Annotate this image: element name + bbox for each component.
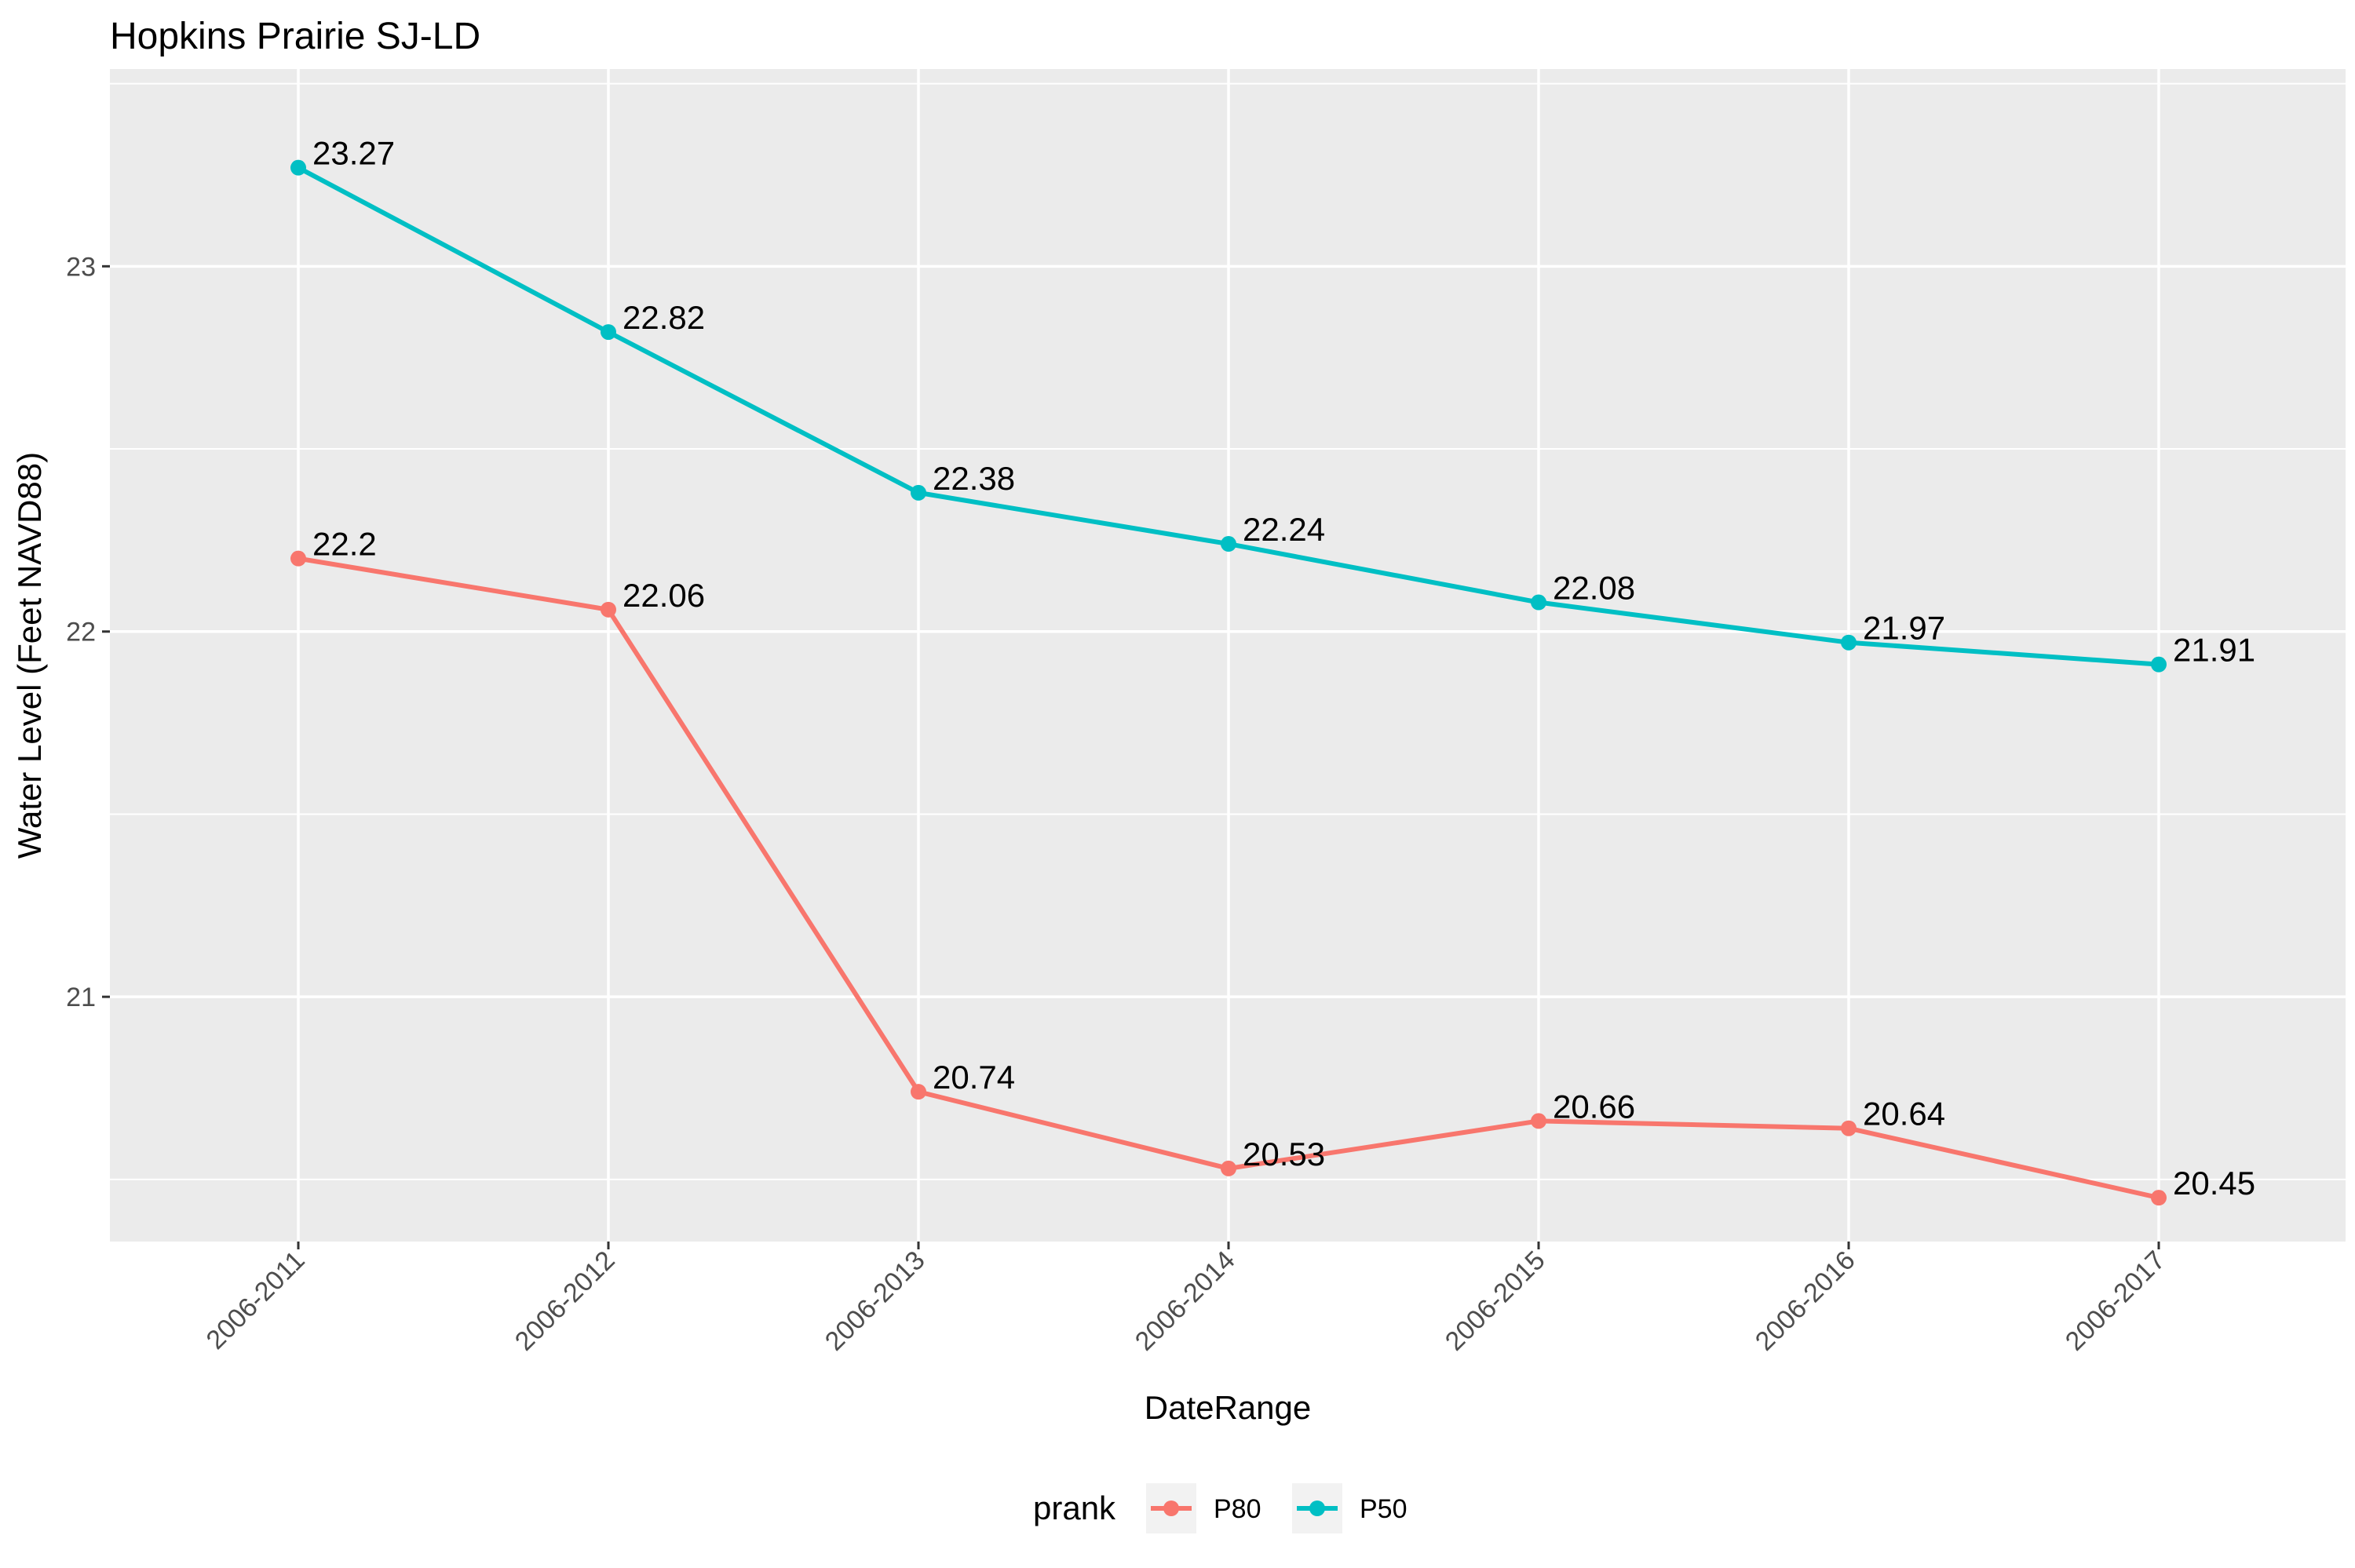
data-label-p50: 22.38 <box>933 460 1015 497</box>
y-tick-label: 22 <box>66 618 96 647</box>
data-point-p80 <box>1531 1113 1546 1129</box>
data-labels: 22.2 22.06 20.74 20.53 20.66 20.64 20.45 23.27 2… <box>312 135 2255 1202</box>
data-label-p50: 21.97 <box>1863 610 1945 647</box>
data-label-p50: 22.08 <box>1553 570 1635 607</box>
data-label-p50: 22.24 <box>1243 511 1325 548</box>
legend-title: prank <box>1033 1490 1116 1526</box>
x-tick-label: 2006-2015 <box>1440 1245 1551 1357</box>
y-tick-label: 21 <box>66 983 96 1012</box>
legend-label-p80: P80 <box>1214 1494 1261 1524</box>
y-axis-title: Water Level (Feet NAVD88) <box>11 452 48 859</box>
grid-lines <box>110 69 2346 1242</box>
data-label-p80: 22.06 <box>623 577 705 614</box>
data-point-p80 <box>2151 1190 2167 1206</box>
data-point-p50 <box>290 159 306 176</box>
x-tick-label: 2006-2017 <box>2060 1245 2171 1357</box>
x-tick-label: 2006-2012 <box>509 1245 621 1357</box>
y-tick-label: 23 <box>66 252 96 282</box>
chart-title: Hopkins Prairie SJ-LD <box>110 16 480 57</box>
legend-key-point <box>1309 1501 1325 1516</box>
data-label-p50: 23.27 <box>312 135 395 172</box>
data-label-p80: 20.45 <box>2173 1165 2255 1202</box>
data-label-p50: 22.82 <box>623 299 705 336</box>
legend: prank P80 P50 <box>1033 1483 1408 1533</box>
x-tick-label: 2006-2013 <box>820 1245 931 1357</box>
x-axis-title: DateRange <box>1145 1389 1311 1426</box>
data-label-p50: 21.91 <box>2173 632 2255 669</box>
data-point-p50 <box>1221 536 1236 552</box>
data-point-p80 <box>911 1084 926 1100</box>
data-label-p80: 20.66 <box>1553 1088 1635 1125</box>
legend-label-p50: P50 <box>1360 1494 1408 1524</box>
data-point-p50 <box>1841 634 1857 651</box>
legend-key-point <box>1163 1501 1179 1516</box>
data-point-p50 <box>1531 594 1546 611</box>
data-point-p50 <box>2151 656 2167 673</box>
data-point-p50 <box>601 324 616 341</box>
data-label-p80: 20.64 <box>1863 1096 1945 1132</box>
data-label-p80: 20.74 <box>933 1059 1015 1096</box>
data-point-p80 <box>290 550 306 567</box>
x-tick-label: 2006-2016 <box>1750 1245 1861 1357</box>
data-point-p80 <box>1841 1120 1857 1136</box>
data-label-p80: 22.2 <box>312 526 377 563</box>
series-lines <box>290 159 2167 1206</box>
data-point-p80 <box>601 601 616 618</box>
data-point-p50 <box>911 484 926 501</box>
data-label-p80: 20.53 <box>1243 1136 1325 1172</box>
data-point-p80 <box>1221 1160 1236 1176</box>
x-tick-label: 2006-2014 <box>1130 1245 1241 1357</box>
x-tick-label: 2006-2011 <box>201 1245 311 1355</box>
